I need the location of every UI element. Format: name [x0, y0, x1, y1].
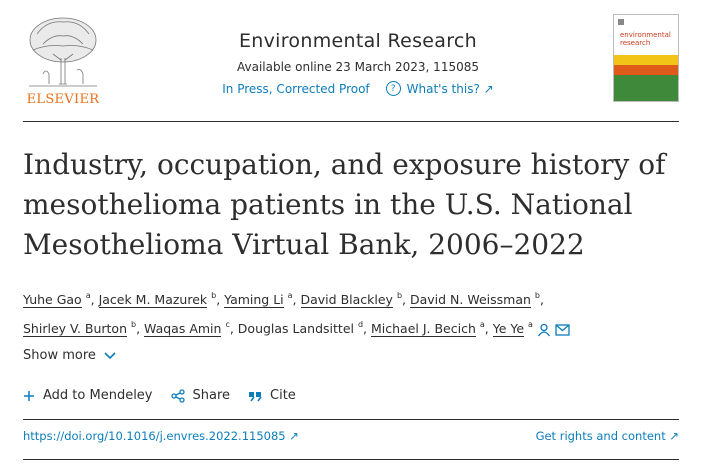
affiliation-marker[interactable]: d: [357, 320, 364, 329]
cite-button[interactable]: Cite: [248, 388, 296, 403]
show-more-button[interactable]: Show more: [23, 348, 116, 363]
author-link: Douglas Landsittel d: [237, 320, 364, 336]
share-button[interactable]: Share: [170, 388, 231, 403]
share-icon: [170, 388, 185, 403]
status-row: In Press, Corrected Proof ? What's this?…: [153, 81, 563, 96]
quote-icon: [249, 391, 262, 401]
author-link[interactable]: Ye Ye a: [492, 320, 533, 337]
chevron-down-icon: [104, 351, 116, 359]
header-divider: [23, 121, 679, 122]
affiliation-marker[interactable]: c: [225, 320, 230, 329]
affiliation-marker[interactable]: a: [479, 320, 485, 329]
journal-cover-image: [614, 15, 678, 101]
footer-divider: [23, 459, 679, 460]
journal-info: Environmental Research Available online …: [153, 30, 563, 96]
cover-title: environmental research: [620, 31, 671, 47]
plus-icon: [24, 390, 34, 401]
external-link-icon: ↗: [669, 429, 679, 443]
elsevier-wordmark: ELSEVIER: [26, 92, 100, 107]
add-to-mendeley-button[interactable]: Add to Mendeley: [23, 388, 153, 403]
share-label: Share: [192, 388, 231, 403]
author-link[interactable]: David Blackley b: [300, 291, 403, 308]
affiliation-marker[interactable]: a: [85, 291, 91, 300]
cite-label: Cite: [270, 388, 296, 403]
external-link-icon: ↗: [483, 81, 494, 96]
elsevier-logo[interactable]: ELSEVIER: [23, 14, 103, 107]
author-link[interactable]: David N. Weissman b: [409, 291, 540, 308]
author-link[interactable]: Michael J. Becich a: [371, 320, 485, 337]
affiliation-marker[interactable]: b: [211, 291, 217, 300]
affiliation-marker[interactable]: a: [287, 291, 293, 300]
envelope-icon[interactable]: [555, 323, 570, 336]
rights-link[interactable]: Get rights and content ↗: [535, 429, 679, 443]
author-link[interactable]: Waqas Amin c: [144, 320, 230, 337]
author-link[interactable]: Yaming Li a: [224, 291, 293, 308]
journal-cover[interactable]: environmental research: [613, 14, 679, 102]
external-link-icon: ↗: [289, 429, 299, 443]
journal-title[interactable]: Environmental Research: [238, 30, 478, 52]
in-press-link[interactable]: In Press, Corrected Proof: [222, 81, 370, 96]
show-more-label: Show more: [23, 348, 96, 363]
author-list: Yuhe Gao a, Jacek M. Mazurek b, Yaming L…: [23, 283, 679, 341]
available-online: Available online 23 March 2023, 115085: [236, 60, 479, 74]
affiliation-marker[interactable]: b: [396, 291, 403, 300]
whats-this-link[interactable]: What's this? ↗: [406, 81, 494, 96]
affiliation-marker[interactable]: a: [528, 320, 533, 329]
elsevier-tree-icon: [29, 17, 97, 87]
journal-header: ELSEVIER Environmental Research Availabl…: [23, 12, 679, 120]
mendeley-label: Add to Mendeley: [43, 388, 153, 403]
affiliation-marker[interactable]: b: [130, 320, 137, 329]
article-actions: Add to Mendeley Share Cite: [23, 388, 314, 403]
author-link[interactable]: Yuhe Gao a: [23, 291, 91, 308]
author-link[interactable]: Jacek M. Mazurek b: [98, 291, 217, 308]
article-links: https://doi.org/10.1016/j.envres.2022.11…: [23, 429, 679, 443]
affiliation-marker[interactable]: b: [534, 291, 540, 300]
article-title: Industry, occupation, and exposure histo…: [23, 148, 666, 261]
doi-link[interactable]: https://doi.org/10.1016/j.envres.2022.11…: [23, 429, 299, 443]
actions-divider: [23, 419, 679, 420]
author-link[interactable]: Shirley V. Burton b: [23, 320, 137, 337]
person-icon[interactable]: [537, 323, 551, 337]
question-icon[interactable]: ?: [385, 81, 401, 96]
